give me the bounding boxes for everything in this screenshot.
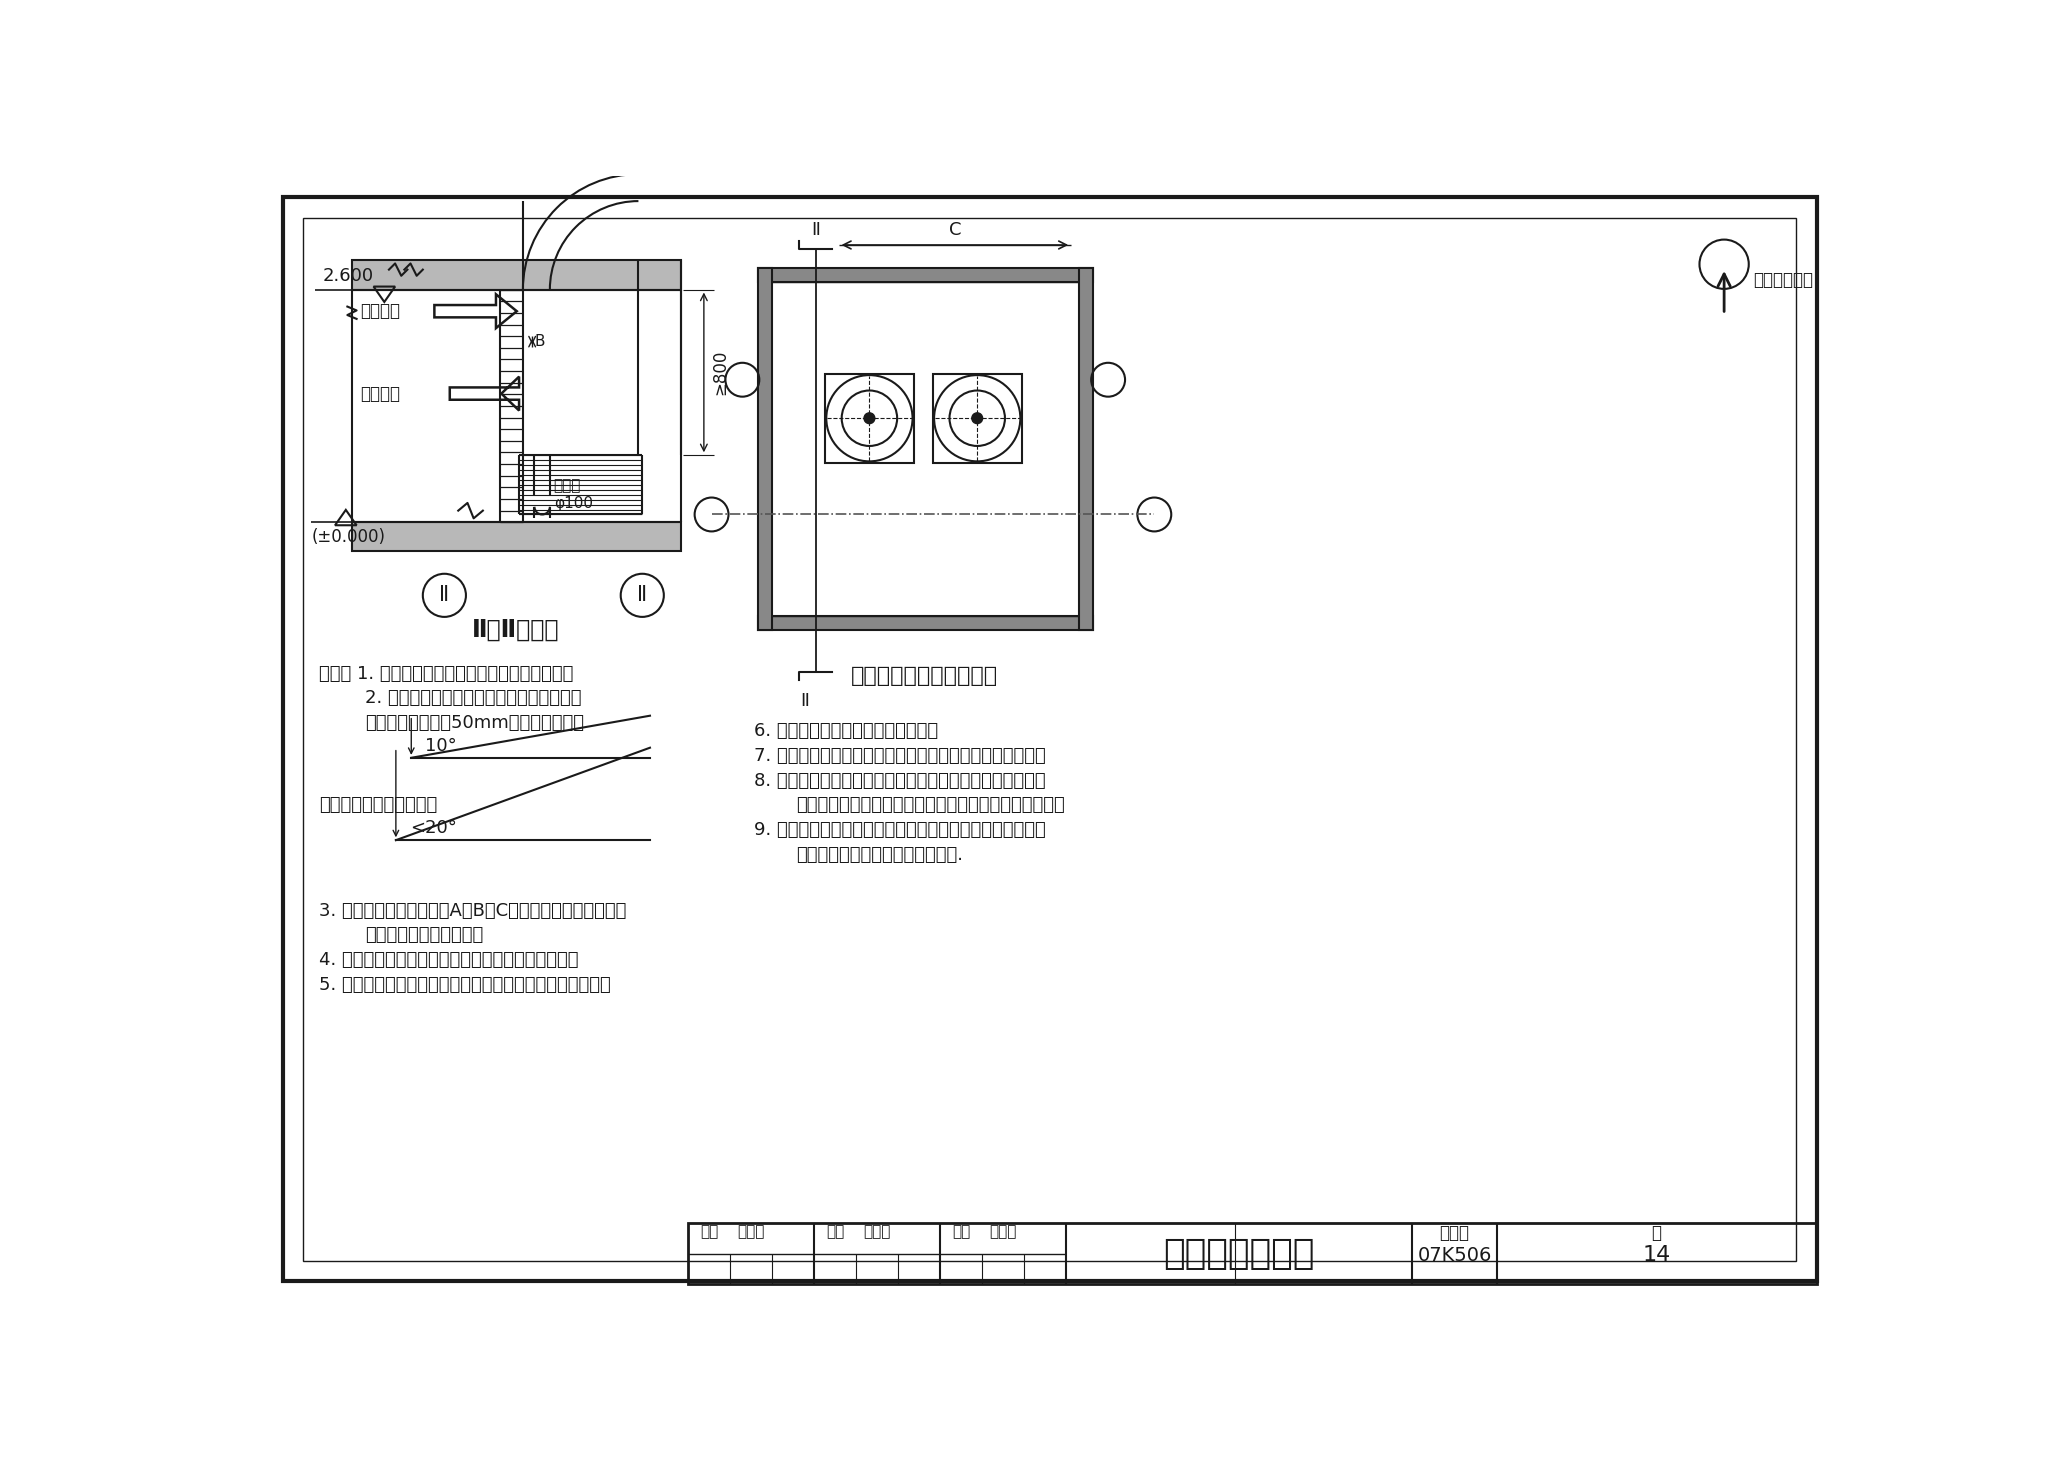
Text: 排风百叶: 排风百叶	[360, 302, 399, 321]
Text: 张乃风: 张乃风	[737, 1224, 766, 1240]
Text: 3. 图中进、排风百叶尺寸A、B、C由设计定，应保证室外机: 3. 图中进、排风百叶尺寸A、B、C由设计定，应保证室外机	[319, 902, 627, 919]
Bar	[1079, 268, 1094, 630]
Bar	[758, 268, 772, 630]
Circle shape	[973, 413, 983, 423]
Circle shape	[864, 413, 874, 423]
Text: 设计: 设计	[952, 1224, 971, 1240]
Text: Ⅱ: Ⅱ	[801, 691, 809, 710]
Text: Ⅱ－Ⅱ剖面图: Ⅱ－Ⅱ剖面图	[473, 618, 559, 643]
Text: 2.600: 2.600	[324, 266, 375, 285]
Text: 6. 应要求厂商配置导流排风管接口；: 6. 应要求厂商配置导流排风管接口；	[754, 722, 938, 741]
Bar	[932, 373, 1022, 463]
Text: <20°: <20°	[410, 820, 457, 837]
Text: 万离佳: 万离佳	[989, 1224, 1016, 1240]
Text: 8. 本图仅提供只有一面外墙时进、排风百叶的布置方式，当: 8. 本图仅提供只有一面外墙时进、排风百叶的布置方式，当	[754, 772, 1047, 789]
Text: 有两面或两面以上外墙时，进风百叶宜设于其他外墙上；: 有两面或两面以上外墙时，进风百叶宜设于其他外墙上；	[797, 796, 1065, 814]
Text: 审核: 审核	[700, 1224, 719, 1240]
Text: 冬季主导风向: 冬季主导风向	[1753, 271, 1812, 288]
Text: 4. 排风导流管不能合用，应与室外机一一对应接管；: 4. 排风导流管不能合用，应与室外机一一对应接管；	[319, 952, 578, 969]
Text: 14: 14	[1642, 1246, 1671, 1265]
Text: 环境温度过高影响室外机正常运行.: 环境温度过高影响室外机正常运行.	[797, 846, 963, 864]
Text: Ⅱ: Ⅱ	[811, 221, 821, 239]
Bar	[352, 261, 680, 290]
Bar	[688, 1222, 1817, 1284]
Text: 室外机布置示例: 室外机布置示例	[1163, 1237, 1315, 1271]
Text: 进风百叶角度，如下图：: 进风百叶角度，如下图：	[319, 796, 436, 814]
Text: 9. 室外机布置在设备层内，应确保通风良好，避免因设备层: 9. 室外机布置在设备层内，应确保通风良好，避免因设备层	[754, 821, 1047, 839]
Text: 5. 排风导流管和排风百叶阻力之和应小于室外机机外静压；: 5. 排风导流管和排风百叶阻力之和应小于室外机机外静压；	[319, 975, 610, 994]
Text: 排风百叶间距大于50mm，角度如下图：: 排风百叶间距大于50mm，角度如下图：	[365, 714, 584, 732]
Text: 设备层室外机平面布置图: 设备层室外机平面布置图	[852, 666, 999, 687]
Text: 校对: 校对	[825, 1224, 844, 1240]
Text: 页: 页	[1651, 1224, 1661, 1243]
Bar	[758, 616, 1094, 630]
Text: 正常运行所需的通风量；: 正常运行所需的通风量；	[365, 927, 483, 944]
Text: Ⅱ: Ⅱ	[637, 586, 647, 605]
Bar	[758, 268, 1094, 283]
Text: ≥800: ≥800	[711, 350, 729, 395]
Text: B: B	[535, 334, 545, 348]
Text: (±0.000): (±0.000)	[311, 529, 385, 546]
Text: 2. 进、排风百叶风口同侧布置（如图）时：: 2. 进、排风百叶风口同侧布置（如图）时：	[365, 690, 582, 707]
Text: Ⅱ: Ⅱ	[440, 586, 449, 605]
Text: C: C	[948, 221, 961, 239]
Text: 张民政: 张民政	[864, 1224, 891, 1240]
Text: 进风百叶: 进风百叶	[360, 385, 399, 403]
Text: 10°: 10°	[426, 736, 457, 755]
Text: 排水管
φ100: 排水管 φ100	[553, 479, 592, 511]
Text: 说明： 1. 安装导流排风管时，需先移除风扇格栊；: 说明： 1. 安装导流排风管时，需先移除风扇格栊；	[319, 665, 573, 682]
Text: 7. 排水管就近接设备排水明沟，不能直接接在污水排水管；: 7. 排水管就近接设备排水明沟，不能直接接在污水排水管；	[754, 747, 1047, 766]
Bar	[352, 523, 680, 550]
Text: 07K506: 07K506	[1417, 1246, 1491, 1265]
Bar	[825, 373, 913, 463]
Text: 图集号: 图集号	[1440, 1224, 1470, 1243]
